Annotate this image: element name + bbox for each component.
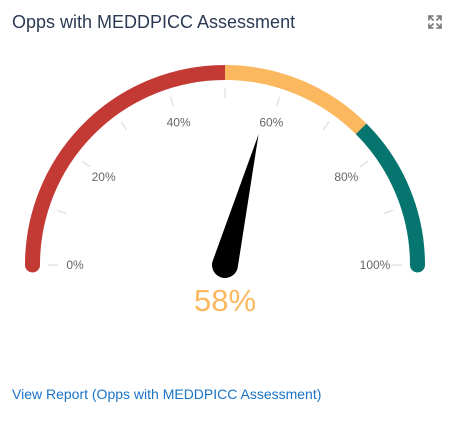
gauge-tick-label: 20% — [92, 170, 116, 184]
gauge-tick — [81, 160, 91, 168]
gauge-tick — [56, 209, 67, 215]
gauge-band — [353, 121, 425, 273]
gauge-tick — [275, 96, 281, 107]
gauge-chart: 0% 20% 40% 60% 80% 100% 58% — [25, 65, 425, 318]
gauge-tick-label: 0% — [66, 258, 84, 272]
gauge-tick — [120, 121, 128, 131]
gauge-tick-label: 60% — [259, 115, 283, 129]
gauge-tick — [359, 160, 369, 168]
expand-icon[interactable] — [428, 15, 442, 29]
gauge-band — [25, 65, 233, 273]
view-report-link[interactable]: View Report (Opps with MEDDPICC Assessme… — [12, 386, 322, 402]
gauge-tick — [383, 209, 394, 215]
widget-title: Opps with MEDDPICC Assessment — [12, 12, 296, 32]
gauge-tick — [322, 121, 330, 131]
gauge-tick-label: 40% — [167, 115, 191, 129]
gauge-needle — [212, 134, 259, 278]
gauge-value-label: 58% — [194, 283, 256, 318]
gauge-band — [224, 65, 367, 135]
gauge-tick — [169, 96, 175, 107]
gauge-tick-label: 100% — [360, 258, 391, 272]
gauge-tick-label: 80% — [334, 170, 358, 184]
